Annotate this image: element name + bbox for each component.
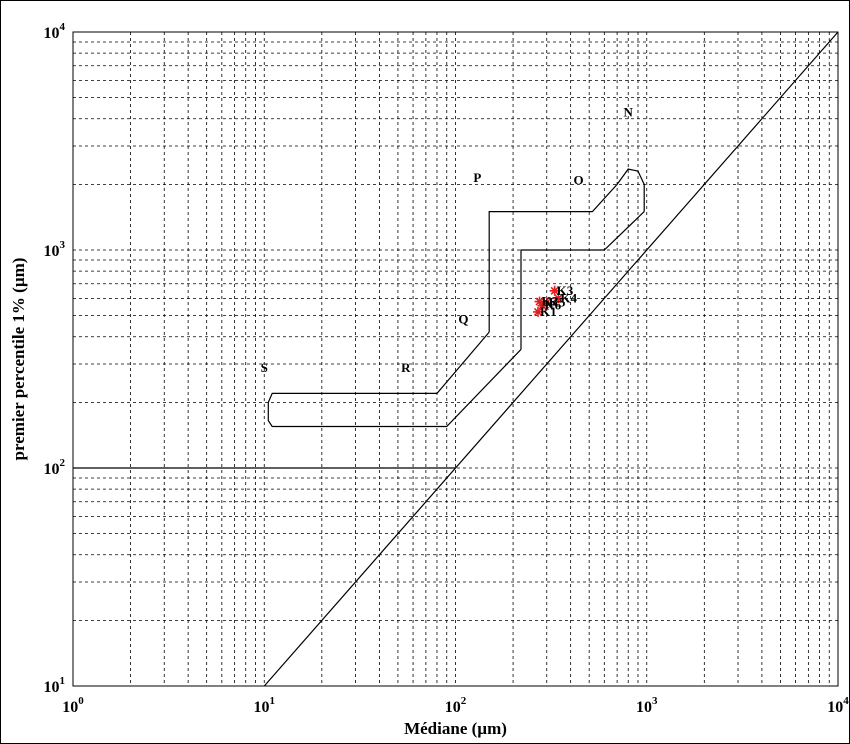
point-label-k1: K1 [540, 304, 557, 319]
region-label-s: S [261, 360, 268, 375]
x-tick-label: 104 [827, 695, 849, 716]
marker-k6 [537, 300, 548, 311]
region-label-o: O [573, 172, 583, 187]
marker-k4 [553, 293, 564, 304]
marker-k2 [534, 296, 545, 307]
point-label-k3: K3 [557, 283, 574, 298]
y-axis-label: premier percentile 1% (µm) [9, 258, 28, 461]
point-label-k2: K2 [542, 294, 559, 309]
region-label-p: P [473, 170, 481, 185]
y-tick-label: 104 [44, 21, 66, 42]
marker-k5 [541, 297, 552, 308]
marker-k3 [549, 285, 560, 296]
region-label-n: N [624, 104, 634, 119]
x-tick-labels: 100 101 102 103 104 [62, 695, 849, 716]
marker-k1 [532, 306, 543, 317]
y-tick-label: 103 [44, 239, 66, 260]
axes-box [72, 31, 839, 687]
point-label-k6: K6 [544, 298, 561, 313]
x-tick-label: 103 [636, 695, 658, 716]
y-tick-label: 102 [44, 457, 66, 478]
region-label-q: Q [458, 312, 468, 327]
x-tick-label: 102 [445, 695, 467, 716]
x-tick-label: 100 [62, 695, 84, 716]
grid [73, 32, 838, 686]
region-labels: N O P Q R S [261, 104, 634, 375]
x-axis-label: Médiane (µm) [404, 719, 507, 738]
y-tick-labels: 101 102 103 104 [44, 21, 66, 696]
markers [532, 285, 564, 317]
point-label-k4: K4 [560, 290, 577, 305]
line-boundary-upper [488, 168, 645, 333]
point-label-k5: K5 [549, 294, 566, 309]
x-tick-label: 101 [254, 695, 276, 716]
line-boundary-top-left [267, 331, 522, 428]
line-boundary-lower [520, 211, 645, 350]
y-tick-label: 101 [44, 675, 66, 696]
region-label-r: R [401, 360, 411, 375]
curves [73, 31, 839, 687]
line-diagonal [263, 31, 839, 687]
